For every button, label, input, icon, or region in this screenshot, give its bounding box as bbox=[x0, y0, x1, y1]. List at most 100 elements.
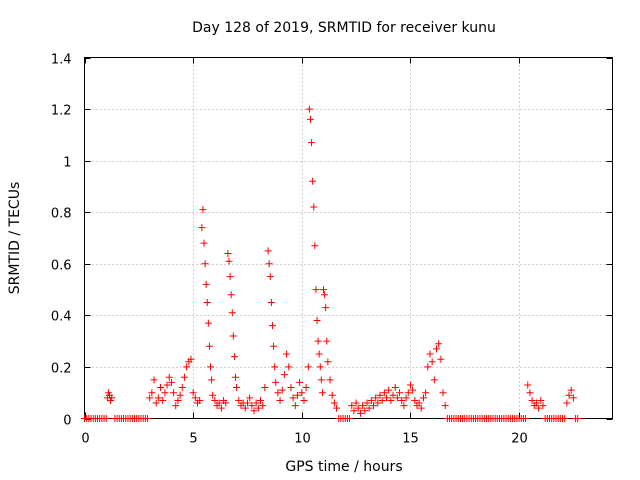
data-point bbox=[409, 386, 417, 394]
y-tick-label: 0 bbox=[63, 414, 71, 429]
data-point bbox=[437, 355, 445, 363]
data-point bbox=[154, 394, 162, 402]
data-point bbox=[361, 407, 369, 415]
data-point bbox=[248, 402, 256, 410]
data-point bbox=[246, 394, 254, 402]
data-point bbox=[311, 242, 319, 250]
data-point bbox=[441, 402, 449, 410]
data-point bbox=[270, 342, 278, 350]
data-point bbox=[365, 404, 373, 412]
data-point bbox=[180, 373, 188, 381]
data-point bbox=[330, 399, 338, 407]
y-tick-label: 1.2 bbox=[51, 104, 72, 119]
data-point bbox=[208, 376, 216, 384]
data-point bbox=[296, 378, 304, 386]
data-points bbox=[81, 105, 582, 422]
data-point bbox=[318, 389, 326, 397]
data-point bbox=[285, 363, 293, 371]
data-point bbox=[310, 203, 318, 211]
data-point bbox=[574, 415, 582, 422]
data-point bbox=[352, 399, 360, 407]
data-point bbox=[257, 396, 264, 404]
data-point bbox=[304, 363, 312, 371]
data-point bbox=[322, 304, 330, 312]
data-point bbox=[398, 396, 406, 404]
data-point bbox=[524, 381, 532, 389]
data-point bbox=[396, 389, 404, 397]
data-point bbox=[333, 404, 341, 412]
data-point bbox=[346, 415, 354, 422]
data-point bbox=[250, 407, 258, 415]
data-point bbox=[309, 177, 317, 185]
data-point bbox=[526, 389, 534, 397]
data-point bbox=[198, 224, 206, 232]
data-point bbox=[435, 340, 443, 348]
data-point bbox=[415, 399, 423, 407]
data-point bbox=[264, 247, 272, 255]
data-point bbox=[199, 206, 207, 214]
data-point bbox=[367, 396, 375, 404]
data-point bbox=[439, 389, 447, 397]
data-point bbox=[374, 399, 382, 407]
data-point bbox=[215, 399, 223, 407]
data-point bbox=[393, 394, 401, 402]
data-point bbox=[265, 260, 273, 268]
data-point bbox=[176, 391, 184, 399]
data-point bbox=[217, 404, 225, 412]
data-point bbox=[312, 286, 320, 294]
data-point bbox=[261, 384, 269, 392]
data-point bbox=[326, 376, 334, 384]
data-point bbox=[165, 373, 173, 381]
data-point bbox=[376, 391, 384, 399]
data-point bbox=[308, 139, 316, 147]
data-point bbox=[209, 391, 217, 399]
y-tick-label: 1.4 bbox=[51, 53, 72, 68]
data-point bbox=[302, 384, 310, 392]
data-point bbox=[320, 286, 328, 294]
data-point bbox=[528, 396, 536, 404]
data-point bbox=[391, 384, 399, 392]
data-point bbox=[278, 386, 286, 394]
data-point bbox=[417, 404, 425, 412]
data-point bbox=[422, 389, 430, 397]
data-point bbox=[287, 384, 295, 392]
data-point bbox=[205, 342, 213, 350]
data-point bbox=[259, 402, 267, 410]
data-point bbox=[226, 273, 234, 281]
data-point bbox=[268, 322, 276, 330]
data-point bbox=[271, 363, 279, 371]
data-point bbox=[293, 391, 301, 399]
data-point bbox=[372, 394, 380, 402]
data-point bbox=[204, 319, 212, 327]
data-point bbox=[191, 394, 199, 402]
data-point bbox=[233, 384, 241, 392]
data-point bbox=[232, 373, 240, 381]
data-point bbox=[569, 394, 577, 402]
data-point bbox=[280, 371, 288, 379]
data-point bbox=[189, 389, 197, 397]
data-point bbox=[315, 350, 323, 358]
plot-frame bbox=[84, 57, 613, 419]
data-point bbox=[387, 396, 395, 404]
data-point bbox=[328, 391, 336, 399]
data-point bbox=[230, 353, 238, 361]
data-point bbox=[161, 389, 169, 397]
data-point bbox=[313, 317, 321, 325]
data-point bbox=[380, 389, 388, 397]
data-point bbox=[211, 396, 219, 404]
data-point bbox=[152, 399, 160, 407]
x-tick-label: 20 bbox=[511, 432, 528, 447]
data-point bbox=[535, 404, 543, 412]
data-point bbox=[321, 291, 329, 299]
data-point bbox=[424, 363, 432, 371]
data-point bbox=[254, 404, 262, 412]
data-point bbox=[174, 396, 182, 404]
grid-lines bbox=[84, 57, 613, 419]
data-point bbox=[283, 350, 291, 358]
data-point bbox=[266, 273, 274, 281]
data-point bbox=[108, 394, 116, 402]
data-point bbox=[563, 399, 571, 407]
data-point bbox=[317, 376, 325, 384]
y-tick-label: 0.4 bbox=[51, 310, 72, 325]
